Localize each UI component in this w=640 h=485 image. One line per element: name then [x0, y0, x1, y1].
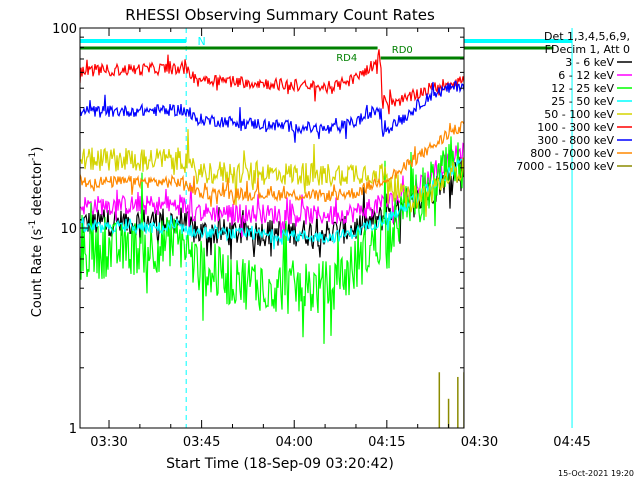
- night-label: N: [198, 35, 206, 48]
- series-line-4: [80, 129, 464, 217]
- x-tick-label-4: 04:30: [461, 435, 498, 450]
- x-tick-label-3: 04:15: [368, 435, 405, 450]
- legend: Det 1,3,4,5,6,9, FDecim 1, Att 0 3 - 6 k…: [516, 30, 632, 173]
- x-tick-label-5: 04:45: [553, 435, 590, 450]
- x-axis-label: Start Time (18-Sep-09 03:20:42): [166, 456, 394, 472]
- x-tick-label-2: 04:00: [275, 435, 312, 450]
- legend-header-line-2: FDecim 1, Att 0: [545, 43, 630, 56]
- legend-header-line-1: Det 1,3,4,5,6,9,: [544, 30, 630, 43]
- y-axis: 1 10 100: [52, 22, 464, 437]
- series-line-5: [80, 49, 464, 115]
- y-axis-label-exp2: -1: [28, 152, 38, 161]
- series-line-1: [80, 142, 464, 240]
- series-line-6: [80, 80, 464, 143]
- y-axis-label: Count Rate (s-1 detector-1): [28, 147, 45, 318]
- plot-area: N RD4 RD0: [79, 27, 573, 429]
- legend-label-5: 100 - 300 keV: [537, 121, 614, 134]
- y-tick-label-0: 1: [69, 422, 77, 437]
- rd0-label: RD0: [392, 45, 413, 56]
- high-energy-spikes: [438, 372, 464, 428]
- y-axis-label-mid: detector: [30, 160, 45, 220]
- legend-label-2: 12 - 25 keV: [551, 82, 614, 95]
- rd4-label: RD4: [336, 53, 357, 64]
- x-tick-label-0: 03:30: [90, 435, 127, 450]
- y-tick-label-2: 100: [52, 22, 77, 37]
- series-line-0: [80, 156, 464, 260]
- legend-label-8: 7000 - 15000 keV: [516, 160, 614, 173]
- x-tick-label-1: 03:45: [183, 435, 220, 450]
- y-axis-label-prefix: Count Rate (s: [30, 229, 45, 318]
- y-axis-label-suffix: ): [30, 147, 45, 152]
- legend-label-0: 3 - 6 keV: [565, 56, 614, 69]
- rd-bars: RD4 RD0: [80, 45, 554, 64]
- chart-title: RHESSI Observing Summary Count Rates: [125, 6, 435, 24]
- legend-label-7: 800 - 7000 keV: [530, 147, 614, 160]
- series-line-3: [80, 157, 464, 250]
- y-tick-label-1: 10: [60, 222, 77, 237]
- legend-label-4: 50 - 100 keV: [544, 108, 614, 121]
- y-axis-label-exp1: -1: [28, 220, 38, 229]
- series-lines: [80, 49, 464, 344]
- legend-label-6: 300 - 800 keV: [537, 134, 614, 147]
- legend-label-1: 6 - 12 keV: [558, 69, 614, 82]
- series-line-2: [80, 136, 464, 344]
- legend-label-3: 25 - 50 keV: [551, 95, 614, 108]
- footer-timestamp: 15-Oct-2021 19:20: [558, 469, 634, 478]
- series-line-7: [80, 120, 464, 207]
